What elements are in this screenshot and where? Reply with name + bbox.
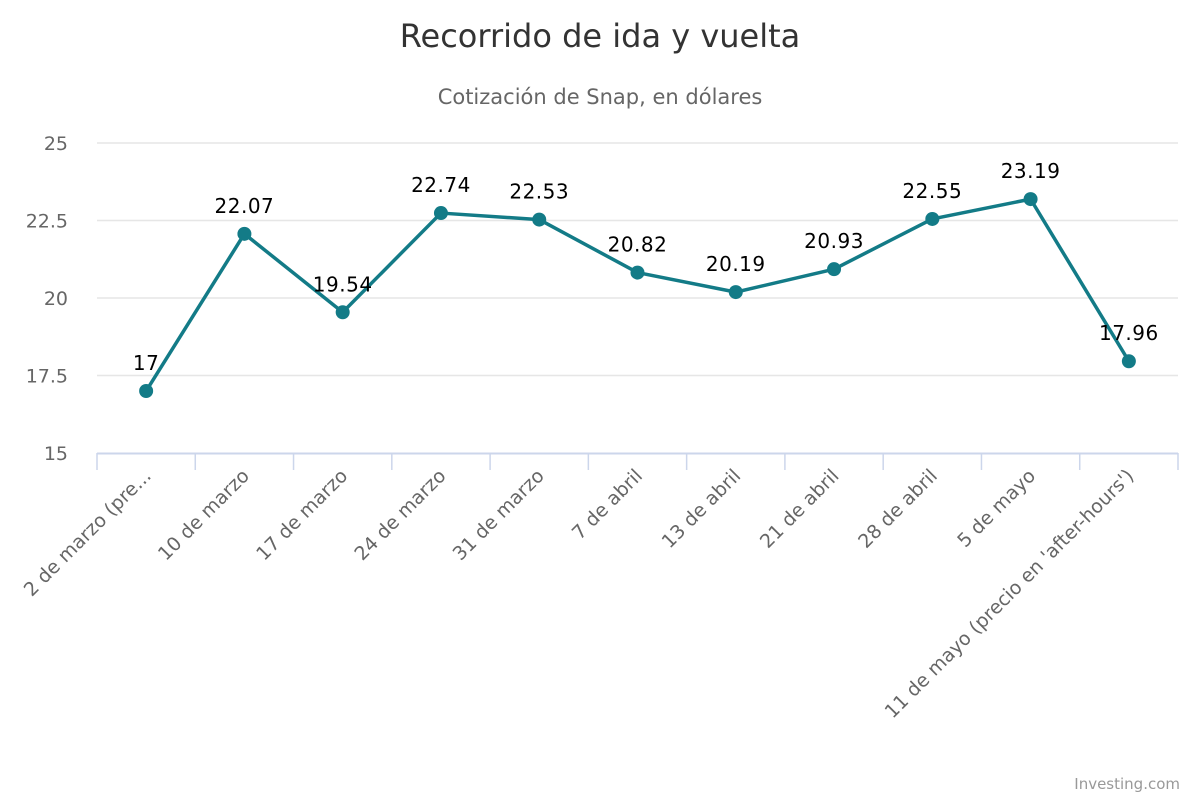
- x-tick-label: 10 de marzo: [154, 465, 254, 565]
- data-point[interactable]: [532, 212, 547, 227]
- data-labels: 17 22.07 19.54 22.74 22.53 20.82 20.19 20.93 22.…: [133, 159, 1159, 375]
- data-point[interactable]: [139, 384, 154, 398]
- data-label: 20.19: [706, 252, 766, 276]
- y-tick-label: 17.5: [26, 366, 68, 388]
- data-point[interactable]: [925, 211, 940, 226]
- x-tick-label: 7 de abril: [568, 465, 647, 544]
- y-tick-label: 15: [44, 443, 68, 465]
- data-label: 20.93: [804, 229, 864, 253]
- series-snap: [139, 192, 1136, 398]
- x-tick-label: 17 de marzo: [252, 465, 352, 565]
- data-point[interactable]: [237, 226, 252, 241]
- x-tick-label: 2 de marzo (pre...: [20, 465, 156, 601]
- x-tick-label: 21 de abril: [756, 465, 844, 553]
- x-tick-label: 5 de mayo: [953, 465, 1040, 552]
- data-point[interactable]: [335, 305, 350, 320]
- y-tick-label: 20: [44, 288, 68, 310]
- x-tick-label: 24 de marzo: [350, 465, 450, 565]
- data-point[interactable]: [433, 206, 448, 221]
- data-point[interactable]: [630, 265, 645, 280]
- x-tick-label: 31 de marzo: [449, 465, 549, 565]
- data-label: 20.82: [608, 233, 668, 257]
- y-axis: 15 17.5 20 22.5 25: [26, 133, 68, 465]
- data-label: 19.54: [313, 272, 373, 296]
- data-label: 22.07: [215, 194, 275, 218]
- data-point[interactable]: [728, 285, 743, 300]
- y-tick-label: 25: [44, 133, 68, 155]
- data-label: 17: [133, 351, 159, 375]
- data-label: 22.55: [902, 179, 962, 203]
- data-label: 23.19: [1001, 159, 1061, 183]
- chart-title: Recorrido de ida y vuelta: [400, 17, 801, 55]
- y-tick-label: 22.5: [26, 211, 68, 233]
- chart-subtitle: Cotización de Snap, en dólares: [438, 85, 763, 109]
- x-tick-label: 28 de abril: [854, 465, 942, 553]
- data-label: 17.96: [1099, 321, 1159, 345]
- credit-text[interactable]: Investing.com: [1074, 775, 1180, 793]
- data-label: 22.53: [509, 180, 569, 204]
- data-point[interactable]: [1121, 354, 1136, 369]
- data-point[interactable]: [827, 262, 842, 277]
- series-line: [144, 197, 1131, 392]
- data-label: 22.74: [411, 173, 471, 197]
- gridlines: [97, 142, 1178, 377]
- data-point[interactable]: [1023, 192, 1038, 207]
- x-tick-label: 13 de abril: [658, 465, 746, 553]
